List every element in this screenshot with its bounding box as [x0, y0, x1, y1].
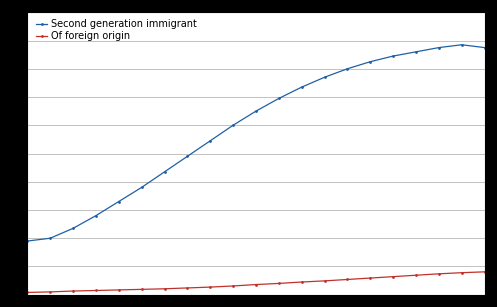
Of foreign origin — [184, 286, 190, 290]
Of foreign origin — [47, 290, 53, 294]
Second generation immigrant — [344, 67, 350, 71]
Second generation immigrant — [230, 123, 236, 127]
Second generation immigrant — [299, 85, 305, 89]
Of foreign origin — [413, 274, 419, 277]
Second generation immigrant — [116, 200, 122, 203]
Second generation immigrant — [459, 43, 465, 47]
Second generation immigrant — [207, 139, 213, 143]
Of foreign origin — [482, 270, 488, 274]
Of foreign origin — [344, 278, 350, 281]
Of foreign origin — [139, 288, 145, 291]
Of foreign origin — [299, 280, 305, 284]
Second generation immigrant — [139, 185, 145, 189]
Of foreign origin — [367, 276, 373, 280]
Of foreign origin — [230, 284, 236, 288]
Second generation immigrant — [413, 50, 419, 54]
Of foreign origin — [24, 291, 30, 294]
Legend: Second generation immigrant, Of foreign origin: Second generation immigrant, Of foreign … — [32, 15, 201, 45]
Of foreign origin — [276, 282, 282, 285]
Of foreign origin — [459, 271, 465, 274]
Second generation immigrant — [367, 60, 373, 64]
Of foreign origin — [207, 285, 213, 289]
Second generation immigrant — [24, 239, 30, 243]
Second generation immigrant — [162, 170, 167, 174]
Of foreign origin — [390, 275, 396, 278]
Second generation immigrant — [436, 46, 442, 49]
Second generation immigrant — [253, 109, 259, 113]
Of foreign origin — [436, 272, 442, 276]
Second generation immigrant — [482, 46, 488, 49]
Second generation immigrant — [47, 236, 53, 240]
Of foreign origin — [70, 289, 76, 293]
Of foreign origin — [322, 279, 328, 283]
Line: Of foreign origin: Of foreign origin — [26, 270, 486, 294]
Second generation immigrant — [70, 227, 76, 230]
Of foreign origin — [162, 287, 167, 291]
Second generation immigrant — [93, 214, 99, 217]
Second generation immigrant — [390, 54, 396, 58]
Second generation immigrant — [276, 97, 282, 100]
Line: Second generation immigrant: Second generation immigrant — [26, 43, 486, 243]
Of foreign origin — [116, 288, 122, 292]
Of foreign origin — [253, 283, 259, 286]
Of foreign origin — [93, 289, 99, 292]
Second generation immigrant — [322, 76, 328, 79]
Second generation immigrant — [184, 154, 190, 158]
